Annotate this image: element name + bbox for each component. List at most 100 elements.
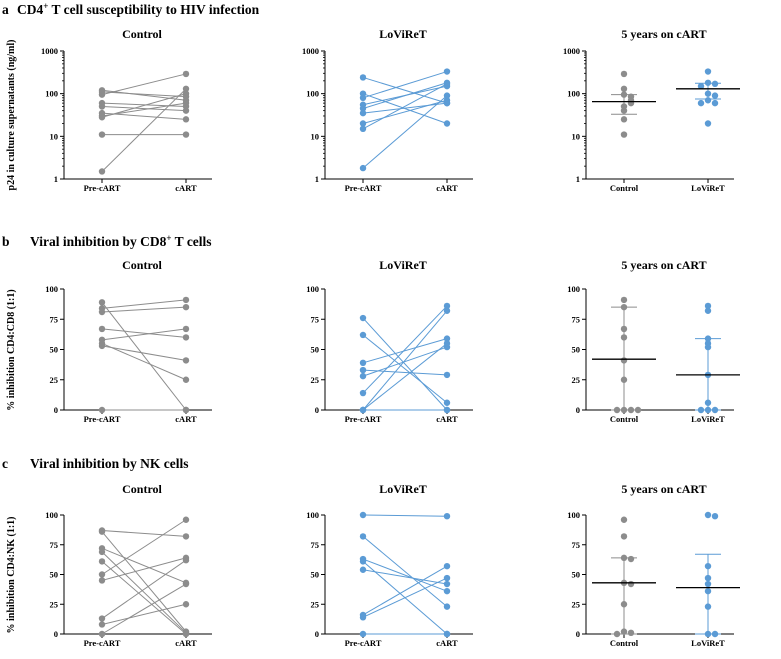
post-point (182, 516, 190, 523)
post-point (443, 562, 451, 570)
pair-line (362, 577, 448, 618)
chart-c-1: LoViReT 0 25 50 75 100 Pre-cART cART (306, 482, 473, 648)
y-tick-label: 50 (311, 570, 320, 580)
post-point (443, 120, 451, 127)
post-point (443, 580, 451, 588)
pre-point (359, 614, 367, 621)
chart-title: 5 years on cART (621, 258, 706, 272)
post-point (443, 574, 451, 582)
pre-point (98, 621, 106, 628)
x-tick-label: Pre-cART (345, 183, 382, 193)
data-point (620, 406, 628, 414)
data-point (620, 91, 628, 98)
post-point (182, 357, 190, 364)
post-point (182, 580, 190, 588)
data-point (711, 92, 719, 99)
data-point (704, 335, 712, 342)
pre-point (359, 120, 367, 127)
post-point (443, 307, 451, 314)
pair-line (101, 603, 187, 625)
pair-line (101, 519, 187, 575)
x-tick-label: Control (610, 183, 639, 193)
y-tick-label: 25 (311, 375, 320, 385)
pre-point (98, 571, 106, 578)
post-point (443, 92, 451, 99)
pre-point (98, 103, 106, 110)
y-tick-label: 100 (306, 284, 319, 294)
post-point (443, 340, 451, 347)
data-point (711, 99, 719, 107)
data-point (620, 533, 628, 540)
x-tick-label: Control (610, 414, 639, 424)
panel-c-letter: c (2, 456, 8, 471)
data-point (627, 406, 635, 414)
x-tick-label: cART (436, 414, 458, 424)
x-tick-label: cART (175, 183, 197, 193)
pair-line (101, 559, 187, 619)
y-tick-label: 0 (54, 629, 58, 639)
post-point (443, 399, 451, 406)
panel-a-letter: a (2, 2, 9, 17)
pair-line (101, 557, 187, 581)
data-point (620, 376, 628, 383)
y-tick-label: 1000 (563, 46, 580, 56)
y-tick-label: 75 (311, 314, 320, 324)
y-tick-label: 100 (45, 89, 58, 99)
post-point (182, 334, 190, 341)
pair-line (362, 565, 448, 616)
y-tick-label: 100 (567, 89, 580, 99)
data-point (711, 406, 719, 414)
data-point (634, 406, 642, 414)
y-axis-label: % inhibition CD4:NK (1:1) (6, 517, 17, 634)
pre-point (98, 615, 106, 622)
y-tick-label: 50 (572, 345, 581, 355)
chart-a-2: 5 years on cART 1 10 100 1000 Control LoViReT (563, 27, 740, 193)
chart-title: Control (122, 27, 162, 41)
data-point (620, 601, 628, 608)
y-tick-label: 100 (45, 510, 58, 520)
pair-line (362, 310, 448, 411)
y-tick-label: 25 (50, 599, 59, 609)
y-tick-label: 75 (50, 314, 59, 324)
y-tick-label: 75 (572, 314, 581, 324)
pre-point (359, 125, 367, 133)
data-point (704, 562, 712, 570)
y-tick-label: 25 (572, 375, 581, 385)
data-point (620, 303, 628, 311)
pre-point (359, 389, 367, 397)
y-tick-label: 100 (567, 510, 580, 520)
pair-line (101, 89, 187, 101)
data-point (620, 107, 628, 114)
pair-line (362, 346, 448, 377)
pre-point (98, 406, 106, 414)
pair-line (362, 317, 448, 411)
post-point (443, 302, 451, 310)
pair-line (101, 91, 187, 98)
y-tick-label: 10 (311, 131, 320, 141)
data-point (620, 296, 628, 304)
pair-line (101, 328, 187, 338)
pair-line (362, 82, 448, 109)
pre-point (359, 331, 367, 339)
y-tick-label: 100 (306, 510, 319, 520)
data-point (627, 629, 635, 637)
data-point (704, 587, 712, 595)
pair-line (101, 328, 187, 341)
data-point (704, 97, 712, 104)
y-tick-label: 10 (50, 131, 59, 141)
post-point (182, 296, 190, 304)
pre-point (359, 314, 367, 322)
pair-line (101, 345, 187, 361)
data-point (704, 399, 712, 406)
data-point (704, 343, 712, 351)
data-point (711, 512, 719, 520)
chart-title: LoViReT (379, 482, 427, 496)
data-point (711, 630, 719, 638)
panel-c-heading: Viral inhibition by NK cells (30, 456, 189, 471)
chart-title: LoViReT (379, 27, 427, 41)
chart-a-0: Control 1 10 100 1000 Pre-cART cART p24 in cult… (6, 27, 212, 193)
pre-point (359, 406, 367, 414)
pair-line (362, 76, 448, 104)
post-point (182, 406, 190, 414)
